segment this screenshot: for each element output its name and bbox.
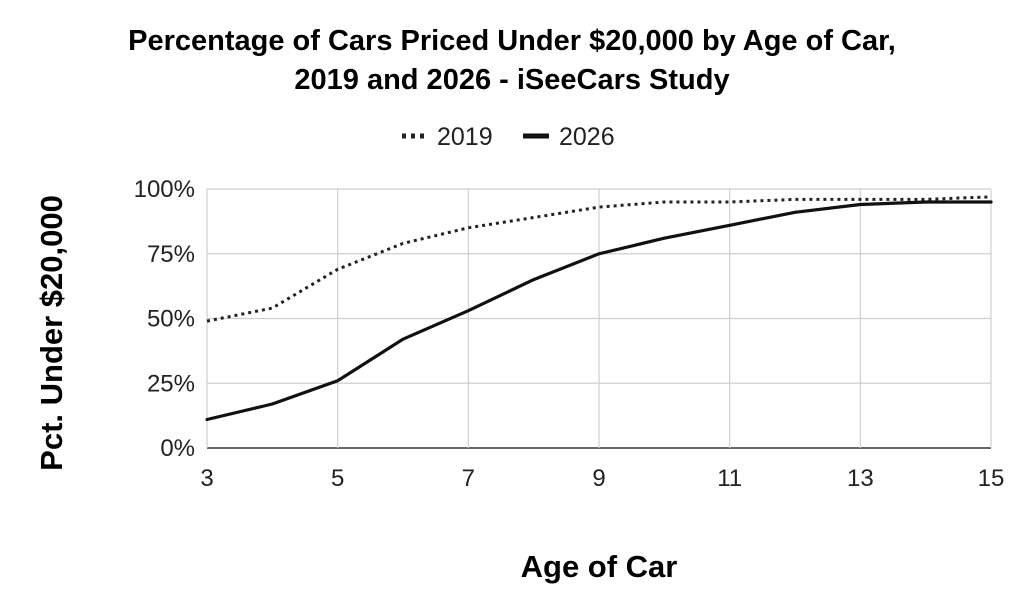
series-line-2019	[206, 195, 992, 323]
x-tick-label: 13	[847, 465, 874, 492]
x-axis-ticks: 3 5 7 9 11 13 15	[200, 465, 1004, 492]
y-tick-label: 50%	[147, 306, 195, 333]
y-axis-title: Pct. Under $20,000	[34, 195, 69, 471]
y-tick-label: 0%	[160, 435, 195, 462]
x-tick-label: 5	[331, 465, 344, 492]
y-tick-label: 75%	[147, 241, 195, 268]
x-tick-label: 7	[462, 465, 475, 492]
y-tick-label: 100%	[134, 176, 195, 203]
x-axis-title: Age of Car	[521, 549, 678, 584]
legend: 2019 2026	[402, 123, 615, 151]
chart-title-line-1: Percentage of Cars Priced Under $20,000 …	[128, 25, 896, 57]
x-tick-label: 11	[717, 465, 742, 492]
x-tick-label: 3	[200, 465, 213, 492]
y-tick-label: 25%	[147, 370, 195, 397]
series-line-2026	[205, 200, 993, 422]
legend-label-2019: 2019	[437, 123, 493, 151]
grid	[206, 188, 992, 449]
series-lines	[205, 195, 993, 422]
chart-title: Percentage of Cars Priced Under $20,000 …	[128, 25, 896, 96]
x-tick-label: 15	[978, 465, 1005, 492]
x-tick-label: 9	[592, 465, 605, 492]
chart-title-line-2: 2019 and 2026 - iSeeCars Study	[294, 64, 729, 96]
y-axis-ticks: 0% 25% 50% 75% 100%	[134, 176, 195, 462]
legend-label-2026: 2026	[559, 123, 615, 151]
